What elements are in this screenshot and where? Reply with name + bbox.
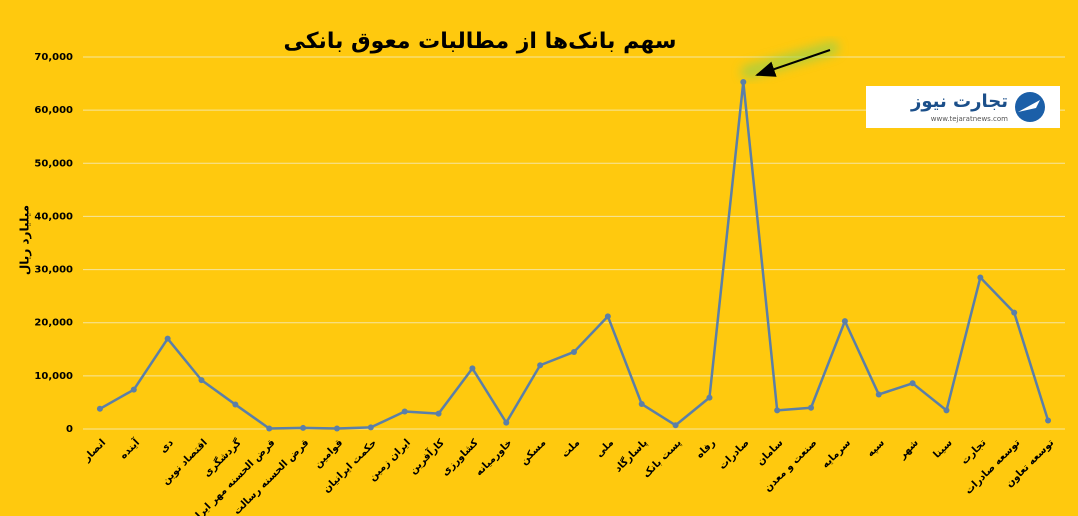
logo-name: تجارت نیوز — [910, 91, 1008, 112]
chart-title: سهم بانک‌ها از مطالبات معوق بانکی — [284, 29, 677, 54]
logo: تجارت نیوز www.tejaratnews.com — [866, 86, 1060, 128]
y-tick-label: 20,000 — [34, 318, 73, 329]
point — [130, 386, 137, 393]
point — [672, 422, 679, 429]
point — [706, 394, 713, 401]
point — [537, 362, 544, 369]
point — [808, 404, 815, 411]
point — [571, 348, 577, 355]
point — [909, 380, 916, 387]
point — [401, 408, 408, 415]
point — [367, 424, 374, 431]
point — [977, 274, 984, 281]
point — [164, 335, 171, 342]
point — [774, 407, 781, 414]
y-tick-label: 50,000 — [34, 158, 73, 169]
point — [266, 425, 273, 432]
point — [841, 318, 848, 325]
y-tick-label: 10,000 — [34, 371, 73, 382]
y-tick-label: 0 — [66, 424, 73, 435]
y-tick-label: 70,000 — [34, 52, 73, 63]
point — [740, 78, 747, 85]
y-tick-label: 60,000 — [34, 105, 73, 116]
point — [469, 365, 476, 372]
point — [1011, 309, 1018, 316]
y-axis-label: میلیارد ریال — [18, 205, 32, 275]
y-tick-label: 40,000 — [34, 211, 73, 222]
point — [604, 313, 611, 320]
point — [875, 391, 882, 398]
logo-url: www.tejaratnews.com — [931, 115, 1008, 123]
point — [198, 377, 205, 384]
point — [638, 401, 645, 408]
point — [503, 419, 510, 426]
point — [232, 401, 239, 408]
point — [435, 410, 442, 417]
point — [333, 425, 340, 432]
point — [1045, 417, 1052, 424]
point — [96, 405, 103, 412]
point — [300, 424, 307, 431]
arrow — [755, 49, 831, 77]
logo-icon-mark — [1018, 100, 1040, 112]
y-tick-label: 30,000 — [34, 265, 73, 276]
point — [943, 407, 950, 414]
